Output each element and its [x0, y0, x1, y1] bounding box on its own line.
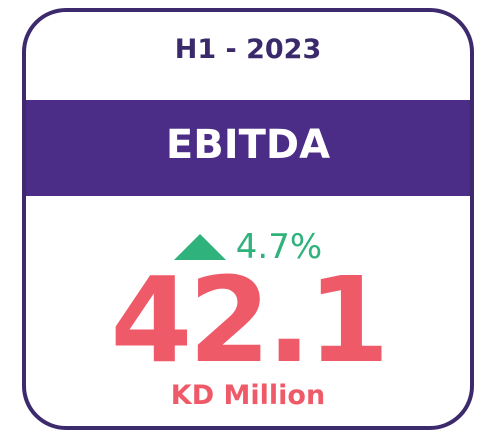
kpi-card: H1 - 2023 EBITDA 4.7% 42.1 KD Million — [22, 8, 474, 430]
value: 42.1 — [110, 251, 389, 389]
period: H1 - 2023 — [174, 34, 322, 65]
unit: KD Million — [170, 380, 326, 411]
metric: EBITDA — [165, 122, 331, 168]
change-row: 4.7% — [26, 222, 470, 272]
change: 4.7% — [235, 227, 323, 267]
header-band: EBITDA — [26, 100, 470, 196]
up-arrow — [173, 234, 226, 260]
triangle — [173, 234, 226, 260]
